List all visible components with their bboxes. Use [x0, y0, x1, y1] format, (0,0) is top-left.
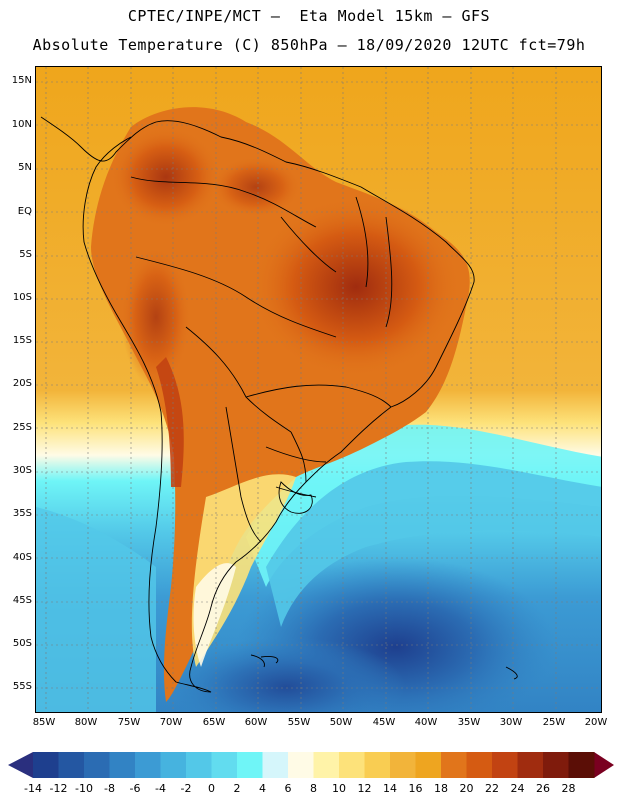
- colorbar-tick-label: 2: [234, 782, 241, 795]
- lat-label-30s: 30S: [12, 465, 32, 476]
- lat-label-20s: 20S: [12, 378, 32, 389]
- islands: [250, 481, 518, 680]
- colorbar-tick-label: 6: [285, 782, 292, 795]
- lon-label-60w: 60W: [244, 717, 268, 728]
- colorbar-tick-label: 10: [332, 782, 346, 795]
- colorbar-swatch: [160, 752, 187, 778]
- colorbar-swatch: [58, 752, 85, 778]
- lat-label-10s: 10S: [12, 292, 32, 303]
- colorbar-tick-label: 0: [208, 782, 215, 795]
- colorbar-swatch: [84, 752, 110, 778]
- colorbar-swatch: [466, 752, 493, 778]
- lon-label-30w: 30W: [499, 717, 523, 728]
- lat-label-5n: 5N: [18, 162, 32, 173]
- lon-label-55w: 55W: [287, 717, 311, 728]
- colorbar-tick-label: -14: [24, 782, 42, 795]
- colorbar-tick-label: -6: [130, 782, 141, 795]
- colorbar-swatch: [313, 752, 340, 778]
- lon-label-70w: 70W: [159, 717, 183, 728]
- colorbar-swatch: [135, 752, 161, 778]
- chart-title-line-1: CPTEC/INPE/MCT – Eta Model 15km – GFS: [127, 7, 491, 25]
- colorbar-swatch: [186, 752, 212, 778]
- colorbar-tick-label: -8: [104, 782, 115, 795]
- colorbar-tick-label: -10: [75, 782, 93, 795]
- colorbar-swatch: [492, 752, 518, 778]
- lon-label-35w: 35W: [457, 717, 481, 728]
- lat-label-25s: 25S: [12, 422, 32, 433]
- colorbar-swatch: [262, 752, 289, 778]
- colorbar-swatch: [211, 752, 238, 778]
- hot-interior-core: [251, 197, 461, 377]
- colorbar-swatch: [364, 752, 391, 778]
- lat-label-5s: 5S: [19, 249, 32, 260]
- colorbar-swatch: [288, 752, 314, 778]
- colorbar: -14 -12 -10 -8 -6 -4 -2 0 2 4 6 8 10 12 14 16 18 20 22 24 26…: [8, 752, 614, 795]
- colorbar-swatch: [568, 752, 595, 778]
- colorbar-swatch: [517, 752, 544, 778]
- lon-label-65w: 65W: [202, 717, 226, 728]
- lat-label-35s: 35S: [12, 508, 32, 519]
- colorbar-tick-label: -4: [155, 782, 166, 795]
- lon-label-75w: 75W: [117, 717, 141, 728]
- colorbar-tick-label: 16: [409, 782, 423, 795]
- colorbar-tick-label: 26: [536, 782, 550, 795]
- lat-label-45s: 45S: [12, 595, 32, 606]
- colorbar-swatch: [237, 752, 263, 778]
- coastline: [40, 116, 475, 693]
- colorbar-swatch: [543, 752, 569, 778]
- colorbar-tick-label: 28: [562, 782, 576, 795]
- colorbar-tick-label: 20: [460, 782, 474, 795]
- lon-label-80w: 80W: [74, 717, 98, 728]
- cold-front-tongue: [246, 424, 601, 587]
- colorbar-swatch: [339, 752, 365, 778]
- lat-label-15s: 15S: [12, 335, 32, 346]
- colorbar-tick-label: 14: [383, 782, 397, 795]
- colorbar-tick-label: -2: [181, 782, 192, 795]
- lon-label-45w: 45W: [372, 717, 396, 728]
- colorbar-swatch: [33, 752, 59, 778]
- colorbar-swatch: [441, 752, 467, 778]
- colorbar-swatch: [109, 752, 136, 778]
- lat-label-40s: 40S: [12, 552, 32, 563]
- colorbar-tick-label: 24: [511, 782, 525, 795]
- lon-label-40w: 40W: [414, 717, 438, 728]
- colorbar-tick-label: 22: [485, 782, 499, 795]
- lat-label-55s: 55S: [12, 681, 32, 692]
- lat-label-10n: 10N: [11, 119, 32, 130]
- lat-label-50s: 50S: [12, 638, 32, 649]
- lat-label-15n: 15N: [11, 75, 32, 86]
- colorbar-tick-label: 4: [259, 782, 266, 795]
- colorbar-swatch: [415, 752, 442, 778]
- lon-label-20w: 20W: [584, 717, 608, 728]
- chart-title-line-2: Absolute Temperature (C) 850hPa – 18/09/…: [32, 36, 586, 54]
- temperature-map: [35, 66, 602, 713]
- colorbar-swatch: [390, 752, 416, 778]
- lon-label-25w: 25W: [542, 717, 566, 728]
- colorbar-tick-label: -12: [50, 782, 68, 795]
- colorbar-high-arrow: [594, 752, 614, 778]
- colorbar-tick-label: 18: [434, 782, 448, 795]
- colorbar-tick-label: 12: [358, 782, 372, 795]
- lon-label-85w: 85W: [32, 717, 56, 728]
- lon-label-50w: 50W: [329, 717, 353, 728]
- lat-label-eq: EQ: [17, 206, 32, 217]
- colorbar-tick-label: 8: [310, 782, 317, 795]
- colorbar-low-arrow: [8, 752, 33, 778]
